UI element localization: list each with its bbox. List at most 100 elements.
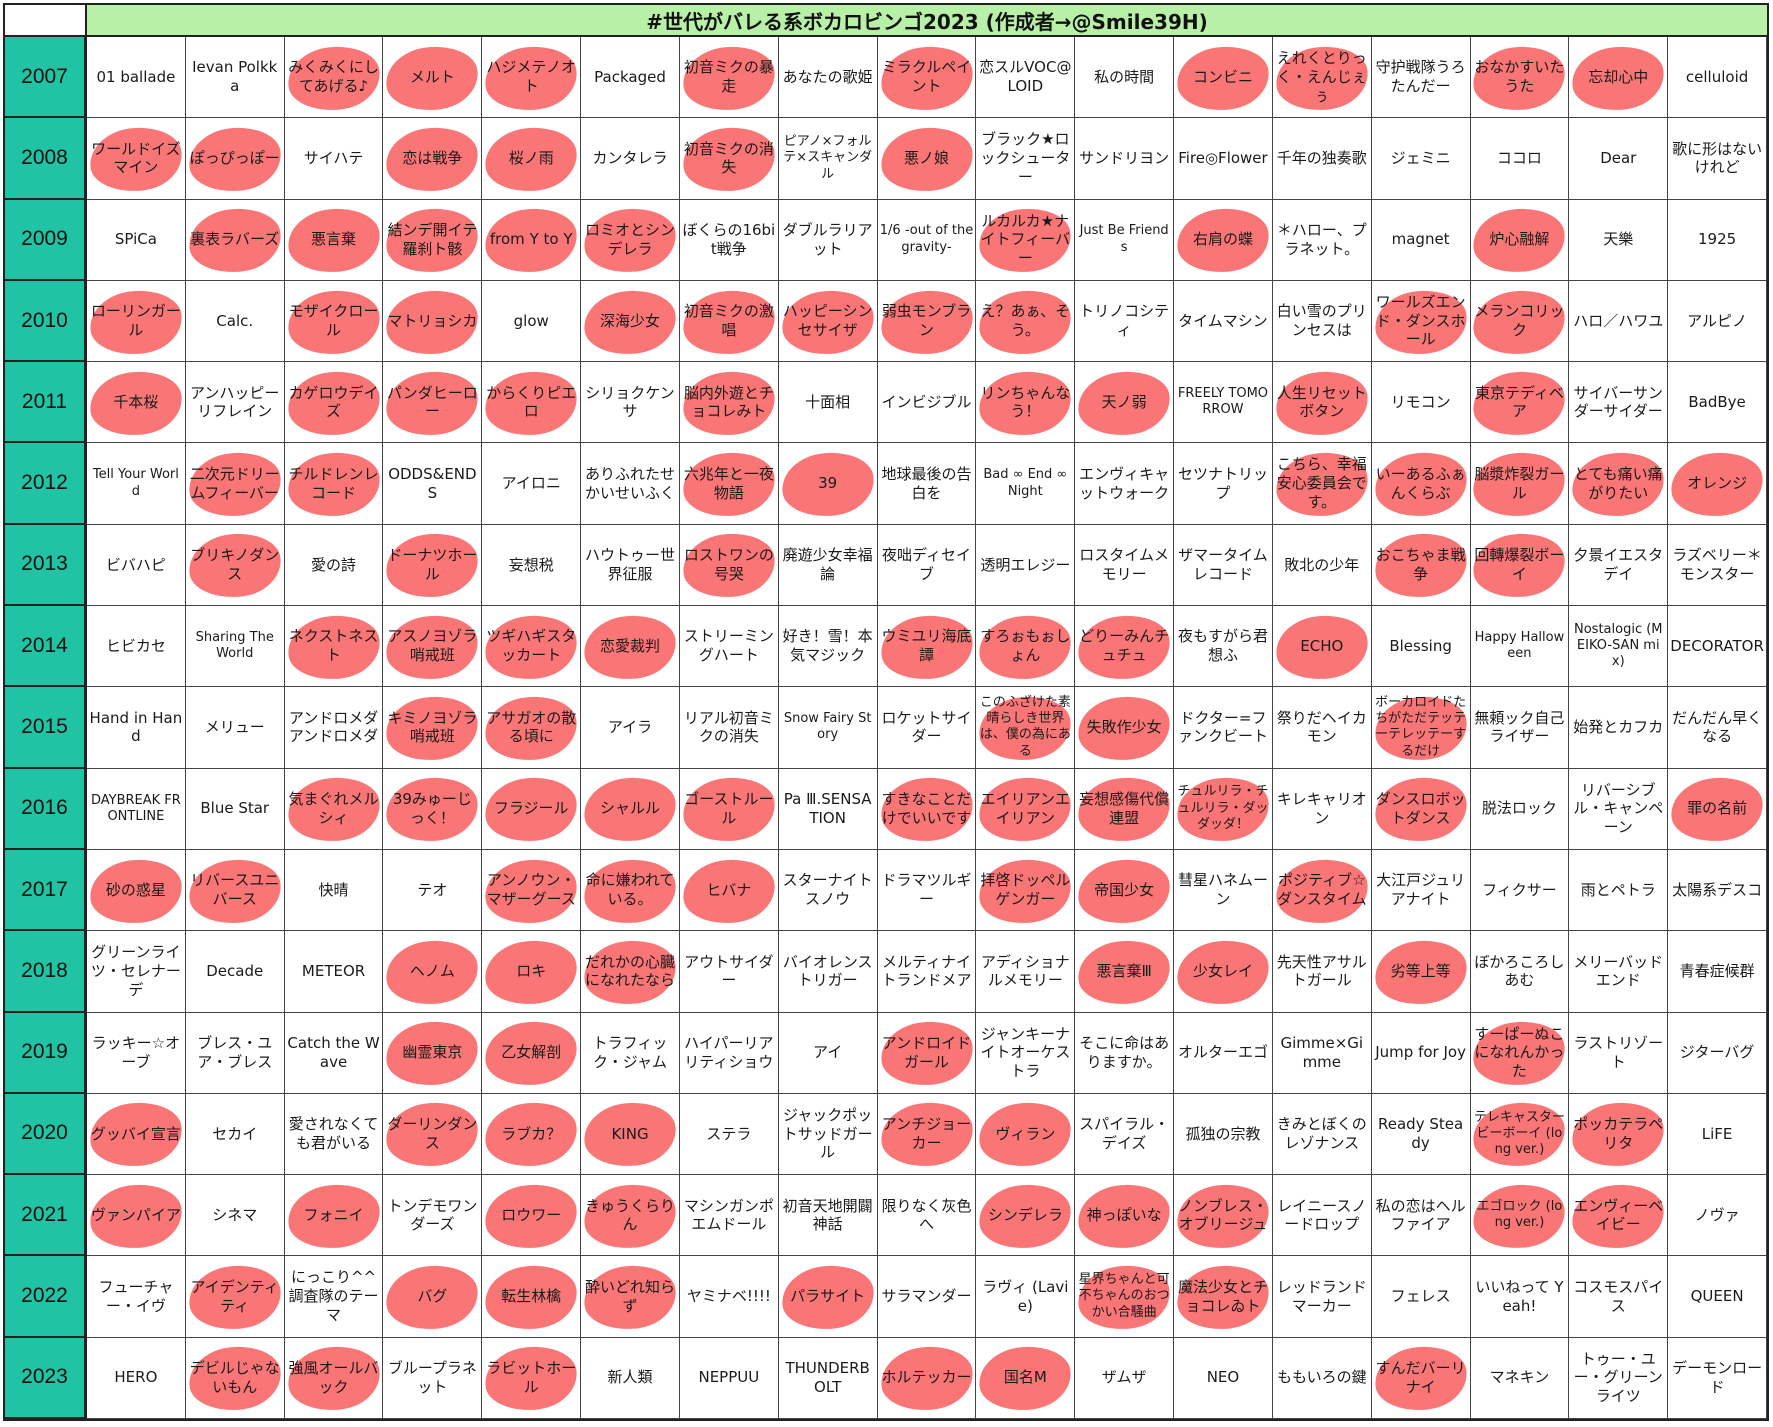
bingo-cell[interactable]: インビジブル [877, 362, 977, 444]
bingo-cell-marked[interactable]: ロウワー [482, 1175, 582, 1257]
bingo-cell[interactable]: BadBye [1668, 362, 1767, 444]
bingo-cell[interactable]: リモコン [1371, 362, 1471, 444]
bingo-cell[interactable]: アウトサイダー [679, 931, 779, 1013]
bingo-cell[interactable]: テオ [383, 849, 483, 932]
bingo-cell-marked[interactable]: ネクストネスト [284, 606, 384, 688]
bingo-cell[interactable]: ダブルラリアット [778, 199, 878, 281]
bingo-cell[interactable]: NEPPUU [679, 1337, 779, 1419]
bingo-cell-marked[interactable]: 悪言棄 [284, 199, 384, 281]
bingo-cell[interactable]: フェレス [1371, 1256, 1471, 1338]
bingo-cell[interactable]: Nostalogic (MEIKO-SAN mix) [1569, 606, 1669, 688]
bingo-cell[interactable]: にっこり^^調査隊のテーマ [284, 1256, 384, 1338]
bingo-cell[interactable]: カンタレラ [581, 118, 680, 200]
bingo-cell-marked[interactable]: ロキ [482, 931, 582, 1013]
bingo-cell-marked[interactable]: チルドレンレコード [284, 443, 384, 525]
bingo-cell[interactable]: 夜もすがら君想ふ [1174, 606, 1273, 688]
bingo-cell-marked[interactable]: from Y to Y [482, 199, 582, 281]
bingo-cell[interactable]: Jump for Joy [1371, 1012, 1471, 1094]
bingo-cell[interactable]: フューチャー・イヴ [87, 1256, 186, 1338]
bingo-cell-marked[interactable]: ブリキノダンス [185, 524, 285, 607]
bingo-cell-marked[interactable]: ノンブレス・オブリージュ [1174, 1175, 1273, 1257]
bingo-cell-marked[interactable]: フォニイ [284, 1175, 384, 1257]
bingo-cell[interactable]: 愛の詩 [284, 524, 384, 607]
bingo-cell-marked[interactable]: メルト [383, 37, 483, 119]
bingo-cell-marked[interactable]: 幽霊東京 [383, 1012, 483, 1094]
bingo-cell[interactable]: トリノコシティ [1075, 280, 1175, 363]
bingo-cell-marked[interactable]: 天ノ弱 [1075, 362, 1175, 444]
bingo-cell-marked[interactable]: だれかの心臓になれたなら [581, 931, 680, 1013]
bingo-cell[interactable]: 恋スルVOC@LOID [976, 37, 1076, 119]
bingo-cell[interactable]: ドクター=ファンクビート [1174, 687, 1273, 769]
bingo-cell[interactable]: ブループラネット [383, 1337, 483, 1419]
bingo-cell[interactable]: 千年の独奏歌 [1272, 118, 1372, 200]
bingo-cell-marked[interactable]: デビルじゃないもん [185, 1337, 285, 1419]
bingo-cell[interactable]: レッドランドマーカー [1272, 1256, 1372, 1338]
bingo-cell[interactable]: Pa Ⅲ.SENSATION [778, 768, 878, 850]
bingo-cell-marked[interactable]: 右肩の蝶 [1174, 199, 1273, 281]
bingo-cell-marked[interactable]: KING [581, 1093, 680, 1176]
bingo-cell-marked[interactable]: シンデレラ [976, 1175, 1076, 1257]
bingo-cell[interactable]: Snow Fairy Story [778, 687, 878, 769]
bingo-cell[interactable]: SPiCa [87, 199, 186, 281]
bingo-cell[interactable]: フィクサー [1470, 849, 1570, 932]
bingo-cell[interactable]: ビバハピ [87, 524, 186, 607]
bingo-cell[interactable]: ラッキー☆オーブ [87, 1012, 186, 1094]
bingo-cell-marked[interactable]: グッバイ宣言 [87, 1093, 186, 1176]
bingo-cell[interactable]: METEOR [284, 931, 384, 1013]
bingo-cell-marked[interactable]: 少女レイ [1174, 931, 1273, 1013]
bingo-cell-marked[interactable]: アンドロイドガール [877, 1012, 977, 1094]
bingo-cell-marked[interactable]: 酔いどれ知らず [581, 1256, 680, 1338]
bingo-cell[interactable]: ヒビカセ [87, 606, 186, 688]
bingo-cell[interactable]: そこに命はありますか。 [1075, 1012, 1175, 1094]
bingo-cell[interactable]: メルティナイトランドメア [877, 931, 977, 1013]
bingo-cell[interactable]: THUNDERBOLT [778, 1337, 878, 1419]
bingo-cell[interactable]: Blue Star [185, 768, 285, 850]
bingo-cell[interactable]: サイバーサンダーサイダー [1569, 362, 1669, 444]
bingo-cell[interactable]: Just Be Friends [1075, 199, 1175, 281]
bingo-cell[interactable]: ハウトゥー世界征服 [581, 524, 680, 607]
bingo-cell-marked[interactable]: 深海少女 [581, 280, 680, 363]
bingo-cell[interactable]: オルターエゴ [1174, 1012, 1273, 1094]
bingo-cell-marked[interactable]: すきなことだけでいいです [877, 768, 977, 850]
bingo-cell[interactable]: 透明エレジー [976, 524, 1076, 607]
bingo-cell-marked[interactable]: ロミオとシンデレラ [581, 199, 680, 281]
bingo-cell-marked[interactable]: リンちゃんなう！ [976, 362, 1076, 444]
bingo-cell-marked[interactable]: ドーナツホール [383, 524, 483, 607]
bingo-cell[interactable]: 廃遊少女幸福論 [778, 524, 878, 607]
bingo-cell[interactable]: トラフィック・ジャム [581, 1012, 680, 1094]
bingo-cell-marked[interactable]: アサガオの散る頃に [482, 687, 582, 769]
bingo-cell-marked[interactable]: 妄想感傷代償連盟 [1075, 768, 1175, 850]
bingo-cell[interactable]: リアル初音ミクの消失 [679, 687, 779, 769]
bingo-cell[interactable]: エンヴィキャットウォーク [1075, 443, 1175, 525]
bingo-cell-marked[interactable]: ローリンガール [87, 280, 186, 363]
bingo-cell-marked[interactable]: 初音ミクの暴走 [679, 37, 779, 119]
bingo-cell[interactable]: Tell Your World [87, 443, 186, 525]
bingo-cell[interactable]: ザムザ [1075, 1337, 1175, 1419]
bingo-cell[interactable]: 01 ballade [87, 37, 186, 119]
bingo-cell[interactable]: サンドリヨン [1075, 118, 1175, 200]
bingo-cell[interactable]: グリーンライツ・セレナーデ [87, 931, 186, 1013]
bingo-cell-marked[interactable]: 気まぐれメルシィ [284, 768, 384, 850]
bingo-cell-marked[interactable]: ダンスロボットダンス [1371, 768, 1471, 850]
bingo-cell-marked[interactable]: アスノヨゾラ哨戒班 [383, 606, 483, 688]
bingo-cell-marked[interactable]: からくりピエロ [482, 362, 582, 444]
bingo-cell-marked[interactable]: 悪ノ娘 [877, 118, 977, 200]
bingo-cell[interactable]: サラマンダー [877, 1256, 977, 1338]
bingo-cell[interactable]: celluloid [1668, 37, 1767, 119]
bingo-cell-marked[interactable]: え？あぁ、そう。 [976, 280, 1076, 363]
bingo-cell-marked[interactable]: ヘノム [383, 931, 483, 1013]
bingo-cell[interactable]: ありふれたせかいせいふく [581, 443, 680, 525]
bingo-cell[interactable]: 新人類 [581, 1337, 680, 1419]
bingo-cell-marked[interactable]: オレンジ [1668, 443, 1767, 525]
bingo-cell[interactable]: ブラック★ロックシューター [976, 118, 1076, 200]
bingo-cell[interactable]: 1925 [1668, 199, 1767, 281]
bingo-cell[interactable]: ブレス・ユア・ブレス [185, 1012, 285, 1094]
bingo-cell-marked[interactable]: ミラクルペイント [877, 37, 977, 119]
bingo-cell[interactable]: 孤独の宗教 [1174, 1093, 1273, 1176]
bingo-cell-marked[interactable]: パンダヒーロー [383, 362, 483, 444]
bingo-cell[interactable]: 天樂 [1569, 199, 1669, 281]
bingo-cell-marked[interactable]: ラブカ？ [482, 1093, 582, 1176]
bingo-cell-marked[interactable]: ヴァンパイア [87, 1175, 186, 1257]
bingo-cell[interactable]: 初音天地開闢神話 [778, 1175, 878, 1257]
bingo-cell-marked[interactable]: ウミユリ海底譚 [877, 606, 977, 688]
